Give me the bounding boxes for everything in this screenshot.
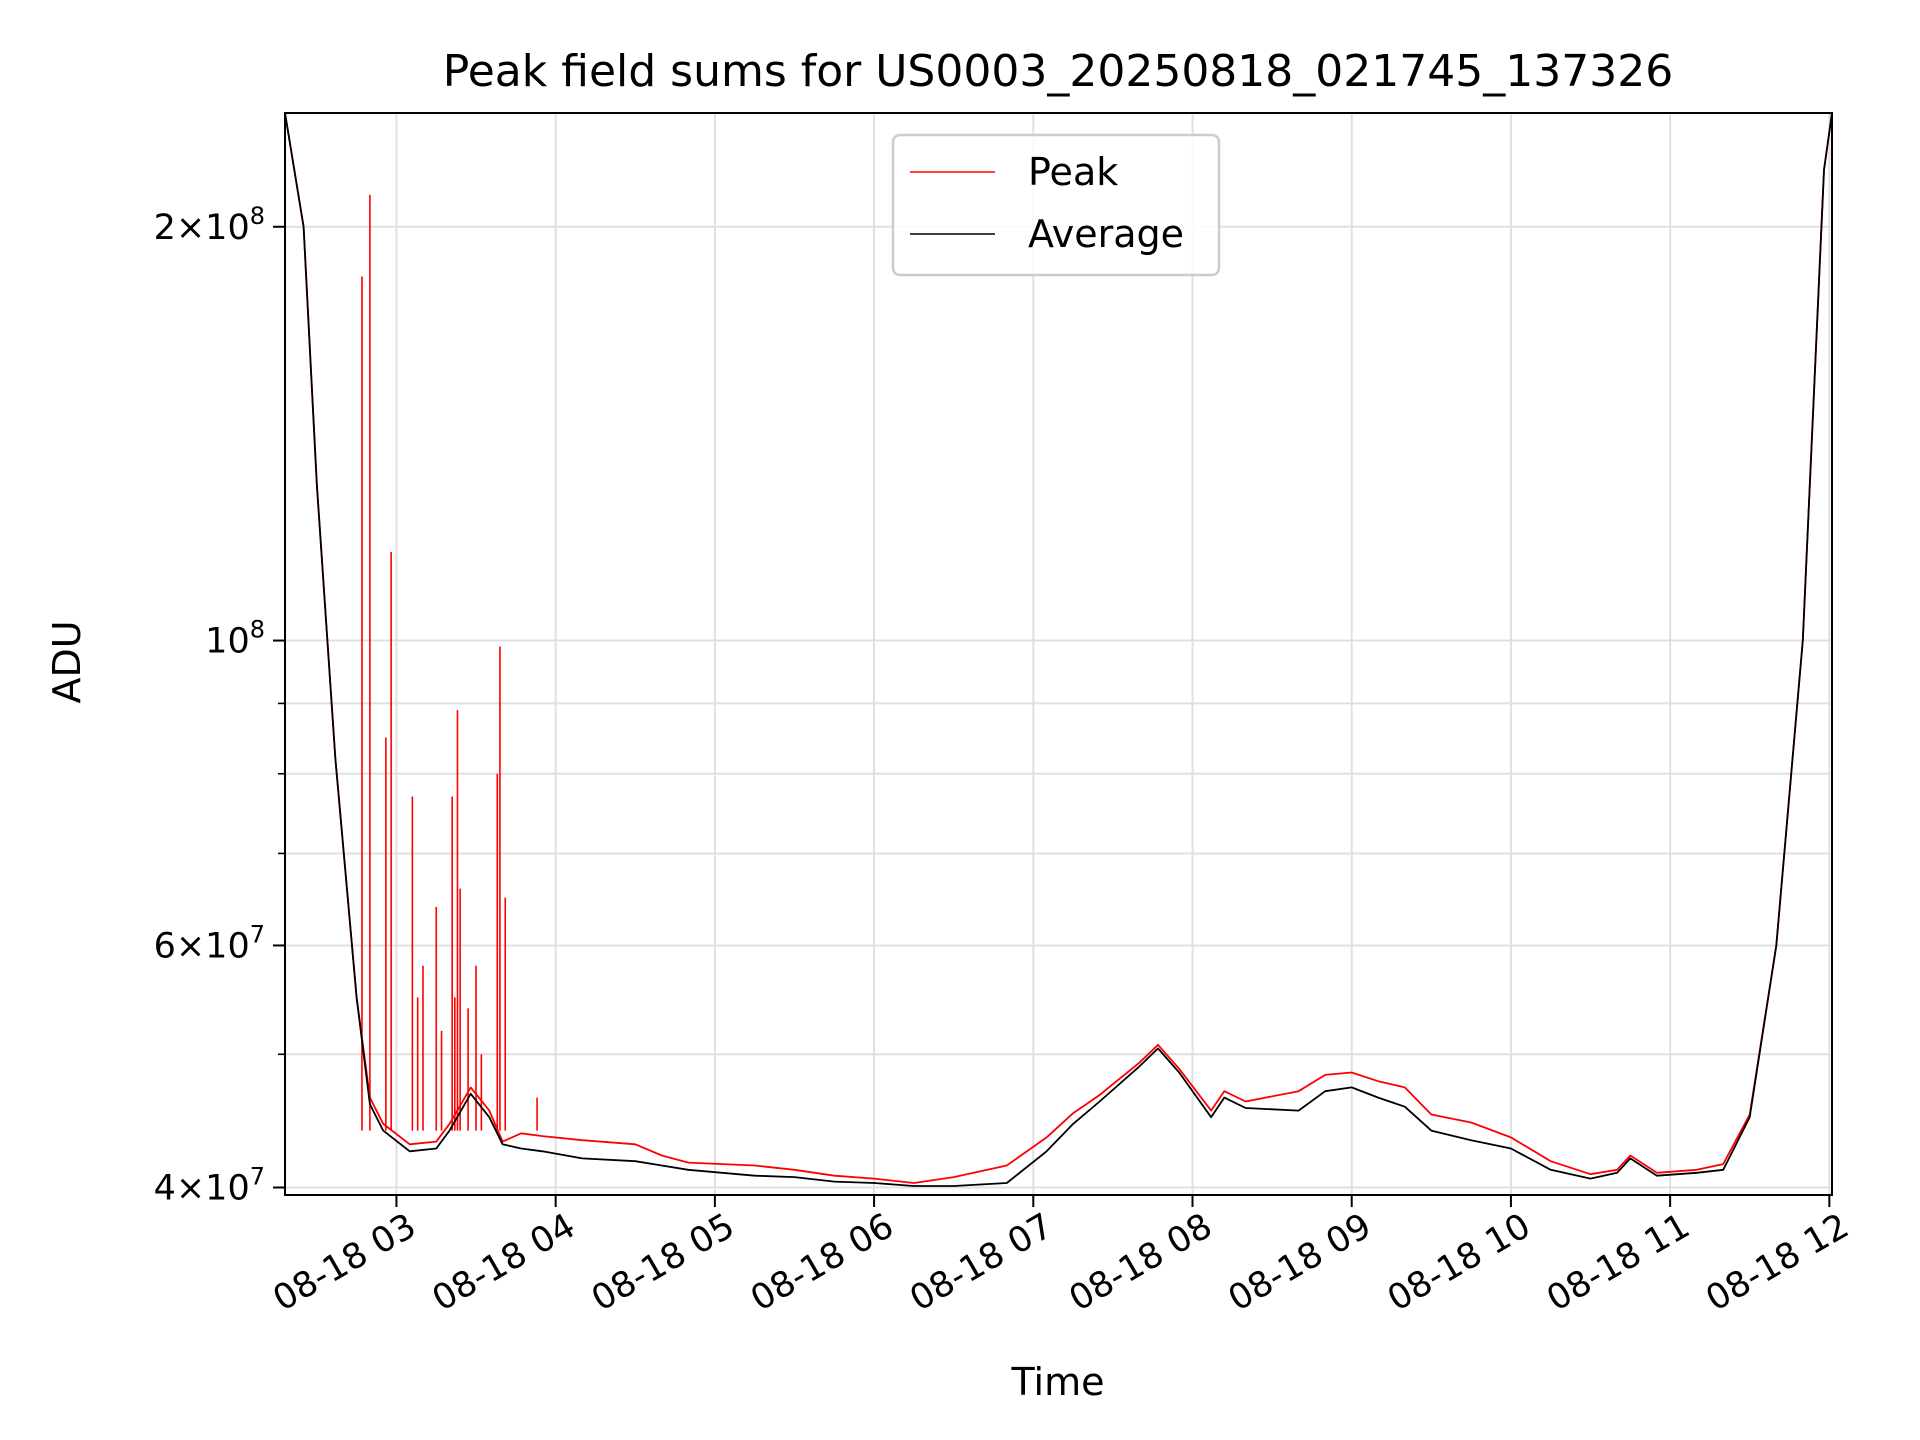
y-tick-label: 108 bbox=[205, 616, 265, 662]
legend: Peak Average bbox=[891, 133, 1221, 277]
legend-label-peak: Peak bbox=[1028, 150, 1118, 194]
y-tick-label: 2×108 bbox=[154, 202, 265, 248]
legend-frame bbox=[891, 133, 1221, 277]
legend-label-average: Average bbox=[1028, 212, 1184, 256]
plot-frame bbox=[284, 112, 1833, 1196]
series-layer bbox=[285, 113, 1832, 1187]
chart-title: Peak field sums for US0003_20250818_0217… bbox=[443, 46, 1673, 97]
x-axis-label: Time bbox=[1011, 1360, 1105, 1404]
y-tick-label: 6×107 bbox=[154, 920, 265, 966]
y-tick-label: 4×107 bbox=[154, 1162, 265, 1208]
y-axis-label: ADU bbox=[45, 620, 89, 703]
series-line-peak bbox=[285, 113, 1832, 1184]
series-line-average bbox=[285, 113, 1832, 1187]
